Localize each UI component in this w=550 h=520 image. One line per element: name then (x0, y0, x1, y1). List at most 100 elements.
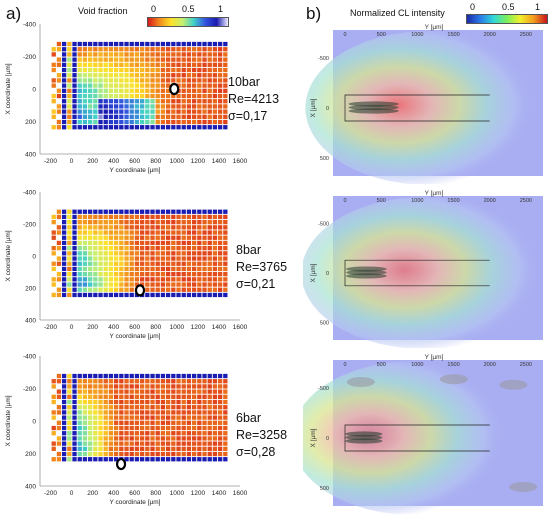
void-cell (61, 272, 67, 277)
x-tick-label: 1600 (233, 490, 248, 497)
void-cell (139, 415, 145, 420)
void-cell (113, 230, 119, 235)
void-cell (176, 230, 181, 235)
void-cell (176, 125, 181, 130)
void-cell (98, 446, 103, 451)
void-cell (191, 251, 197, 256)
void-cell (176, 57, 181, 62)
void-cell (108, 431, 114, 436)
void-cell (186, 114, 192, 119)
void-cell (51, 114, 56, 119)
void-cell (191, 292, 197, 298)
void-cell (61, 451, 67, 457)
void-cell (217, 88, 223, 93)
void-cell (93, 209, 98, 214)
void-cell (160, 225, 166, 230)
void-cell (207, 220, 212, 225)
void-cell (61, 209, 67, 214)
void-cell (87, 99, 93, 104)
void-cell (139, 399, 145, 405)
void-cell (72, 41, 77, 47)
void-cell (186, 292, 192, 298)
void-cell (51, 384, 56, 389)
void-cell (93, 214, 98, 220)
void-cell (212, 119, 218, 125)
void-cell (160, 62, 166, 67)
void-cell (223, 57, 228, 62)
void-cell (93, 266, 98, 272)
void-cell (103, 457, 108, 462)
void-cell (129, 83, 134, 88)
void-cell (103, 119, 108, 125)
void-cell (61, 93, 67, 99)
void-cell (129, 125, 134, 130)
void-cell (51, 292, 56, 298)
void-cell (108, 57, 114, 62)
void-cell (217, 78, 223, 83)
void-cell (212, 256, 218, 261)
void-cell (139, 230, 145, 235)
void-cell (217, 220, 223, 225)
cavity-streak (345, 438, 383, 444)
void-cell (191, 441, 197, 446)
void-cell (98, 240, 103, 246)
void-cell (202, 225, 207, 230)
void-cell (82, 389, 88, 394)
void-cell (93, 415, 98, 420)
void-cell (155, 214, 160, 220)
void-cell (103, 41, 108, 47)
void-cell (72, 272, 77, 277)
void-cell (160, 109, 166, 114)
void-cell (113, 399, 119, 405)
void-cell (160, 78, 166, 83)
void-cell (98, 251, 103, 256)
void-cell (93, 373, 98, 379)
cl-colorbar (466, 14, 548, 24)
void-cell (145, 457, 150, 462)
void-cell (171, 62, 176, 67)
void-cell (108, 41, 114, 47)
y-axis-title: X [µm] (310, 98, 317, 117)
void-cell (129, 62, 134, 67)
void-cell (124, 266, 129, 272)
void-cell (181, 88, 186, 93)
void-cell (191, 62, 197, 67)
void-cell (176, 52, 181, 57)
x-tick-label: 800 (150, 490, 161, 497)
y-tick-label: 200 (25, 119, 36, 126)
void-cell (56, 88, 62, 93)
void-cell (119, 62, 124, 67)
void-cell (124, 52, 129, 57)
void-cell (160, 57, 166, 62)
void-cell (139, 446, 145, 451)
y-axis-title: X coordinate [µm] (5, 230, 12, 281)
void-cell (56, 57, 62, 62)
void-cell (119, 78, 124, 83)
void-cell (217, 119, 223, 125)
void-cell (51, 415, 56, 420)
void-cell (181, 57, 186, 62)
void-cell (197, 261, 202, 266)
void-cell (165, 246, 171, 251)
void-cell (217, 425, 223, 431)
void-cell (134, 83, 140, 88)
void-cell (171, 52, 176, 57)
void-cell (155, 73, 160, 78)
void-cell (56, 425, 62, 431)
void-cell (93, 431, 98, 436)
void-cell (108, 420, 114, 425)
void-cell (77, 384, 82, 389)
void-cell (155, 282, 160, 287)
x-tick-label: 0 (70, 158, 74, 165)
void-cell (181, 240, 186, 246)
void-cell (124, 67, 129, 73)
void-cell (171, 287, 176, 292)
void-cell (119, 292, 124, 298)
void-cell (176, 109, 181, 114)
void-cell (77, 266, 82, 272)
void-cell (181, 119, 186, 125)
void-cell (155, 41, 160, 47)
void-cell (212, 410, 218, 415)
void-cell (217, 457, 223, 462)
void-cell (155, 441, 160, 446)
